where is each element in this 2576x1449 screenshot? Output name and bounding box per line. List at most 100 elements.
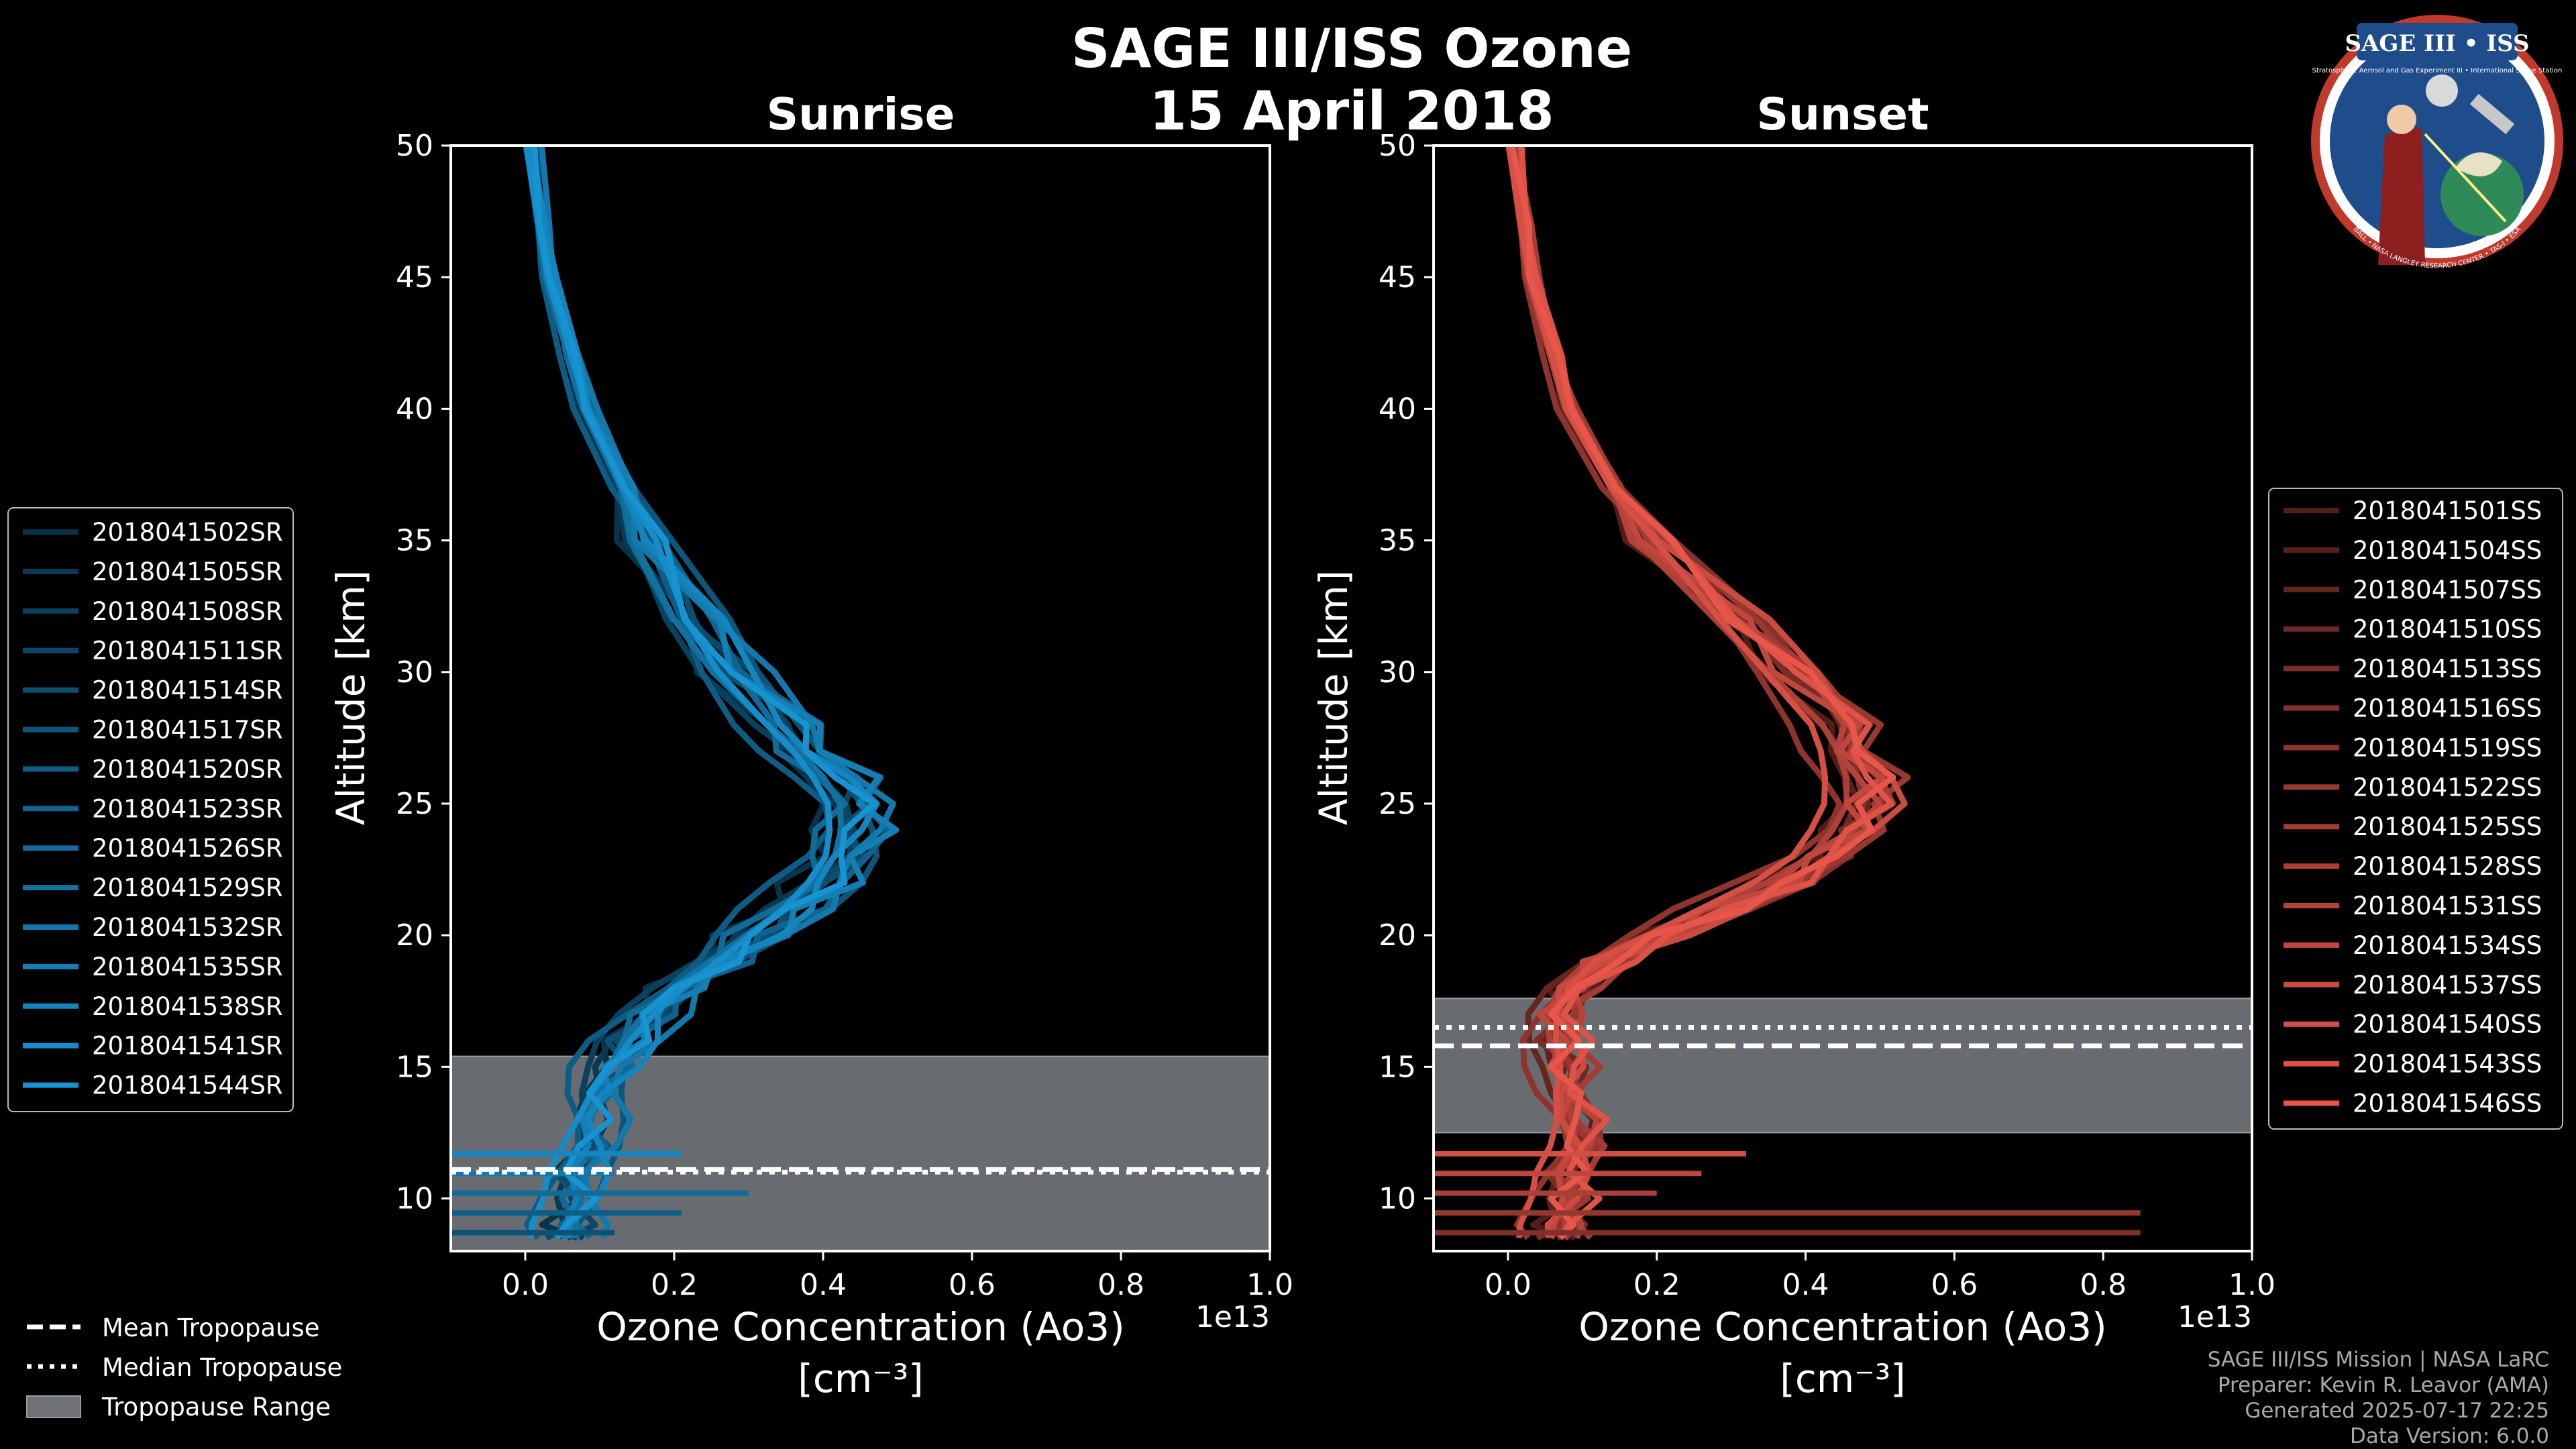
sunrise-ytick-label: 30 (396, 655, 433, 690)
sunset-xunits: [cm⁻³] (1780, 1356, 1906, 1401)
sunrise-legend-label: 2018041523SR (92, 794, 283, 823)
sunset-ylabel: Altitude [km] (1311, 570, 1356, 825)
sunrise-offset-label: 1e13 (1195, 1300, 1270, 1334)
sunrise-ytick-label: 50 (396, 129, 433, 163)
footer-preparer: Preparer: Kevin R. Leavor (AMA) (2218, 1373, 2549, 1397)
sunrise-ytick-label: 15 (396, 1050, 433, 1084)
sunset-legend-label: 2018041528SS (2353, 852, 2542, 881)
sunset-legend-label: 2018041507SS (2353, 576, 2542, 604)
sunrise-legend-label: 2018041532SR (92, 913, 283, 942)
sunset-ytick-label: 10 (1379, 1182, 1416, 1216)
sunrise-legend-label: 2018041538SR (92, 992, 283, 1021)
sunrise-legend-label: 2018041514SR (92, 676, 283, 705)
tropopause-legend: Mean Tropopause Median Tropopause Tropop… (26, 1313, 342, 1421)
sunrise-legend-frame (7, 507, 294, 1112)
sunset-legend-label: 2018041543SS (2353, 1050, 2542, 1079)
sunrise-ytick-label: 10 (396, 1182, 433, 1216)
footer-generated: Generated 2025-07-17 22:25 (2245, 1399, 2549, 1423)
sunset-legend-label: 2018041534SS (2353, 931, 2542, 960)
sunset-profile-2018041546SS (1509, 146, 1896, 1240)
sunrise-ytick-label: 20 (396, 918, 433, 953)
sunset-legend-label: 2018041510SS (2353, 615, 2542, 644)
sunset-xtick-label: 0.6 (1931, 1268, 1978, 1302)
sunset-legend-frame (2268, 488, 2563, 1130)
sunset-ytick-label: 30 (1379, 655, 1416, 690)
sunrise-legend-label: 2018041535SR (92, 953, 283, 981)
sunset-offset-label: 1e13 (2178, 1300, 2252, 1334)
sunset-axes-frame (1432, 144, 2253, 1252)
footer-version: Data Version: 6.0.0 (2350, 1424, 2549, 1448)
sunset-panel-title: Sunset (1756, 89, 1929, 140)
sunrise-xtick-label: 0.4 (800, 1268, 847, 1302)
sunset-legend-label: 2018041525SS (2353, 812, 2542, 841)
sunset-legend-label: 2018041504SS (2353, 536, 2542, 565)
badge-moon-icon (2426, 74, 2458, 107)
sunset-legend: 2018041501SS 2018041504SS 2018041507SS 2018… (2268, 488, 2563, 1130)
sunset-profile-2018041540SS (1505, 146, 1829, 1238)
sunrise-plot-area (451, 146, 1270, 1251)
mean-tropopause-label: Mean Tropopause (102, 1313, 320, 1342)
sunset-ytick-label: 40 (1379, 392, 1416, 426)
sunrise-ytick-label: 45 (396, 260, 433, 294)
figure-date: 15 April 2018 (1149, 80, 1554, 142)
sunset-ytick-label: 25 (1379, 787, 1416, 821)
badge-figure-icon (2378, 127, 2425, 265)
sunset-ytick-label: 50 (1379, 129, 1416, 163)
sunrise-ytick-label: 25 (396, 787, 433, 821)
sunset-legend-label: 2018041531SS (2353, 892, 2542, 920)
sunrise-legend-label: 2018041505SR (92, 557, 283, 586)
sunset-xtick-label: 0.0 (1485, 1268, 1532, 1302)
sunset-ytick-label: 20 (1379, 918, 1416, 953)
sunrise-ylabel: Altitude [km] (328, 570, 374, 825)
badge-figure-head-icon (2387, 105, 2416, 134)
tropopause-range-swatch (26, 1395, 81, 1418)
sunset-xtick-label: 0.4 (1782, 1268, 1829, 1302)
sunset-legend-label: 2018041540SS (2353, 1010, 2542, 1039)
sunrise-legend-label: 2018041517SR (92, 716, 283, 745)
sunrise-panel-title: Sunrise (767, 89, 955, 140)
sunrise-legend-label: 2018041511SR (92, 637, 283, 665)
sunrise-xunits: [cm⁻³] (798, 1356, 924, 1401)
sunset-legend-label: 2018041501SS (2353, 496, 2542, 525)
sunset-xlabel: Ozone Concentration (Ao3) (1578, 1304, 2107, 1350)
sunrise-legend-label: 2018041520SR (92, 755, 283, 784)
sunset-legend-label: 2018041519SS (2353, 733, 2542, 762)
median-tropopause-label: Median Tropopause (102, 1353, 342, 1382)
figure-title: SAGE III/ISS Ozone (1071, 17, 1632, 80)
badge-beam-icon (2424, 133, 2507, 223)
sunset-xtick-label: 0.8 (2080, 1268, 2127, 1302)
sunset-legend-label: 2018041537SS (2353, 971, 2542, 1000)
sunrise-xtick-label: 0.8 (1097, 1268, 1144, 1302)
sunrise-legend-label: 2018041529SR (92, 873, 283, 902)
sunrise-legend-label: 2018041508SR (92, 597, 283, 626)
sunrise-xtick-label: 0.2 (651, 1268, 698, 1302)
tropopause-range-label: Tropopause Range (101, 1393, 331, 1421)
badge-cloud-icon (2455, 152, 2502, 176)
sunrise-xtick-label: 1.0 (1246, 1268, 1293, 1302)
sunrise-legend-label: 2018041541SR (92, 1032, 283, 1061)
sunset-legend-label: 2018041546SS (2353, 1089, 2542, 1118)
mission-badge: SAGE III • ISS Stratospheric Aerosol and… (2311, 15, 2563, 270)
sunrise-legend-label: 2018041526SR (92, 834, 283, 863)
sunrise-xlabel: Ozone Concentration (Ao3) (596, 1304, 1125, 1350)
sunrise-legend-label: 2018041544SR (92, 1071, 283, 1100)
sunset-legend-label: 2018041516SS (2353, 694, 2542, 723)
sunrise-xtick-label: 0.0 (502, 1268, 549, 1302)
sunset-xtick-label: 0.2 (1633, 1268, 1680, 1302)
badge-subtitle: Stratospheric Aerosol and Gas Experiment… (2312, 67, 2563, 74)
footer-mission: SAGE III/ISS Mission | NASA LaRC (2208, 1348, 2549, 1372)
badge-title: SAGE III • ISS (2345, 30, 2529, 57)
sunrise-legend: 2018041502SR 2018041505SR 2018041508SR 2018… (7, 507, 294, 1112)
sunset-legend-label: 2018041513SS (2353, 655, 2542, 684)
sunrise-xtick-label: 0.6 (949, 1268, 996, 1302)
sunrise-axes-frame (449, 144, 1271, 1252)
sunset-plot-area (1434, 146, 2252, 1241)
footer-credits: SAGE III/ISS Mission | NASA LaRC Prepare… (2208, 1348, 2549, 1448)
sunset-ytick-label: 45 (1379, 260, 1416, 294)
sunset-ytick-label: 35 (1379, 524, 1416, 558)
sunset-legend-label: 2018041522SS (2353, 773, 2542, 802)
sunrise-profile-2018041535SR (526, 146, 900, 1239)
sunrise-ytick-label: 35 (396, 524, 433, 558)
badge-iss-icon (2469, 93, 2515, 135)
